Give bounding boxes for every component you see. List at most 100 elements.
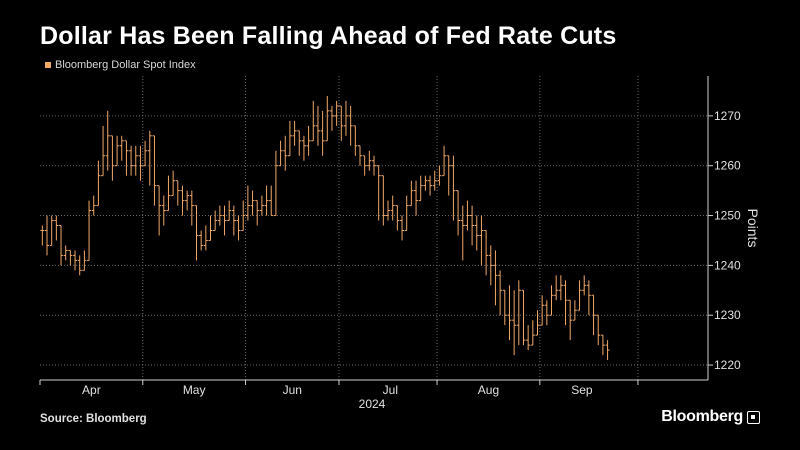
ohlc-bar — [54, 215, 59, 241]
ohlc-bar — [432, 170, 437, 191]
ohlc-bar — [297, 130, 302, 156]
ohlc-bar — [577, 280, 582, 311]
ohlc-bar — [404, 195, 409, 231]
ohlc-bar — [105, 110, 110, 171]
ohlc-bar — [40, 225, 45, 246]
ohlc-bar — [147, 130, 152, 186]
ohlc-bar — [166, 175, 171, 212]
ohlc-bar — [362, 155, 367, 176]
ohlc-bar — [96, 160, 101, 207]
ohlc-bar — [143, 140, 148, 167]
ohlc-bar — [129, 145, 134, 176]
ohlc-bar — [512, 290, 517, 356]
ohlc-bar — [241, 200, 246, 231]
ohlc-bar — [269, 185, 274, 217]
ohlc-bar — [479, 215, 484, 266]
ohlc-bar — [586, 280, 591, 316]
ohlc-bar — [418, 175, 423, 202]
ohlc-bar — [329, 105, 334, 131]
legend-label: Bloomberg Dollar Spot Index — [55, 59, 196, 71]
ohlc-bar — [582, 275, 587, 296]
ohlc-bar — [325, 95, 330, 142]
ohlc-bar — [213, 210, 218, 231]
ohlc-bar — [175, 180, 180, 206]
ohlc-bar — [283, 135, 288, 171]
ohlc-bar — [409, 180, 414, 207]
ohlc-bar — [339, 105, 344, 141]
ohlc-bar — [194, 205, 199, 261]
ohlc-bar — [563, 280, 568, 326]
ohlc-bar — [110, 135, 115, 181]
grid — [40, 76, 708, 380]
ohlc-bar — [82, 250, 87, 271]
ohlc-bar — [287, 120, 292, 157]
ohlc-bar — [446, 155, 451, 196]
brand-logo: Bloomberg — [661, 408, 760, 426]
ohlc-bar — [292, 120, 297, 146]
ohlc-bar — [199, 230, 204, 251]
ohlc-bar — [572, 300, 577, 321]
ohlc-bar — [348, 105, 353, 146]
ohlc-bar — [77, 255, 82, 276]
ohlc-bar — [498, 270, 503, 316]
ohlc-bar — [474, 215, 479, 251]
y-axis-labels: 1220 1230 1240 1250 1260 1270 — [714, 109, 741, 372]
ohlc-bar — [502, 289, 507, 326]
ohlc-bar — [161, 195, 166, 226]
ohlc-bar — [245, 185, 250, 221]
ohlc-bar — [189, 190, 194, 226]
ohlc-bar — [386, 200, 391, 221]
ohlc-bar — [73, 250, 78, 271]
ohlc-bar — [451, 155, 456, 221]
ohlc-bar — [68, 249, 73, 266]
ohlc-bar — [428, 175, 433, 196]
ohlc-bar — [456, 190, 461, 236]
ohlc-bar — [442, 145, 447, 177]
ohlc-bar — [516, 280, 521, 346]
ohlc-bar — [367, 150, 372, 171]
legend: Bloomberg Dollar Spot Index — [45, 59, 196, 71]
x-tick-label: Apr — [82, 383, 101, 397]
ohlc-bar — [273, 150, 278, 217]
ohlc-bar — [250, 190, 255, 216]
legend-swatch — [45, 62, 51, 68]
x-tick-label: Jul — [383, 383, 398, 397]
y-tick-label: 1220 — [714, 358, 741, 372]
ohlc-bar — [400, 215, 405, 241]
y-tick-label: 1270 — [714, 109, 741, 123]
ohlc-bar — [568, 299, 573, 341]
ohlc-bar — [414, 180, 419, 216]
x-tick-label: Sep — [571, 383, 593, 397]
ohlc-bar — [301, 135, 306, 161]
ohlc-bar — [87, 200, 92, 261]
ohlc-bar — [488, 245, 493, 286]
y-tick-label: 1230 — [714, 308, 741, 322]
ohlc-bar — [390, 195, 395, 221]
ohlc-bar — [315, 105, 320, 146]
x-tick-label: Jun — [283, 383, 302, 397]
ohlc-bar — [231, 205, 236, 236]
ohlc-bar — [591, 294, 596, 336]
ohlc-bar — [320, 110, 325, 156]
ohlc-bar — [203, 225, 208, 251]
ohlc-bar — [465, 200, 470, 231]
y-tick-label: 1250 — [714, 209, 741, 223]
ohlc-bar — [124, 140, 129, 176]
ohlc-bar — [157, 185, 162, 236]
ohlc-bar — [91, 195, 96, 216]
ohlc-bar — [535, 310, 540, 336]
ohlc-bar — [376, 165, 381, 221]
ohlc-bar — [63, 245, 68, 261]
ohlc-bar — [185, 190, 190, 211]
ohlc-bar — [334, 100, 339, 126]
ohlc-bar — [227, 200, 232, 222]
ohlc-bar — [460, 205, 465, 261]
ohlc-bar — [236, 215, 241, 241]
ohlc-bar — [544, 300, 549, 326]
x-year-label: 2024 — [359, 397, 386, 411]
ohlc-bar — [133, 145, 138, 176]
x-tick-label: Aug — [478, 383, 499, 397]
ohlc-bar — [596, 314, 601, 346]
ohlc-bar — [530, 320, 535, 346]
ohlc-bar — [306, 125, 311, 156]
